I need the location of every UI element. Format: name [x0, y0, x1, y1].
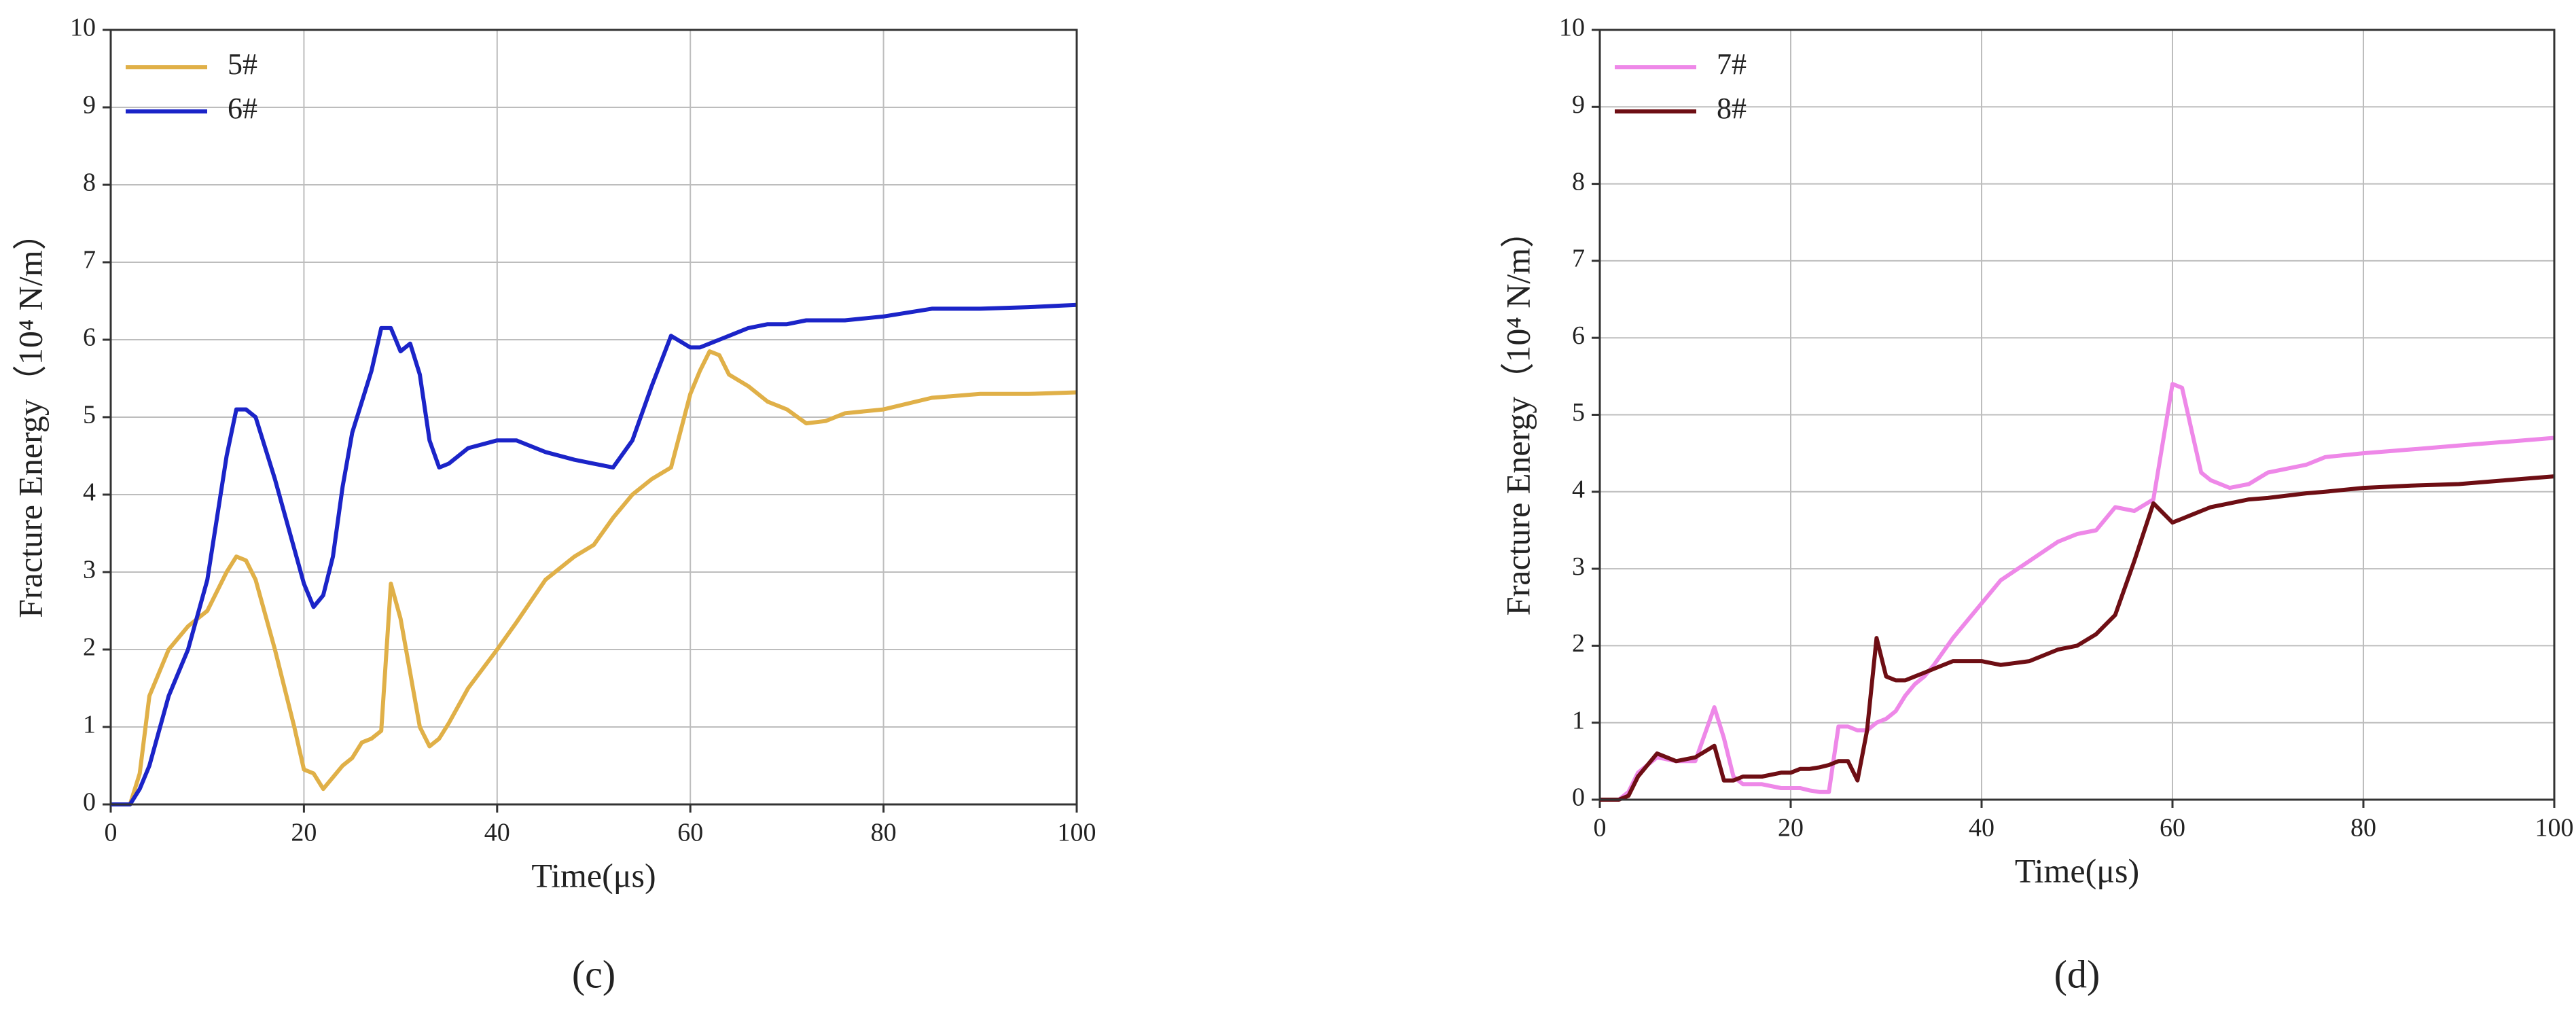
- y-tick-label: 10: [1559, 14, 1585, 42]
- y-tick-label: 1: [83, 711, 96, 739]
- x-tick-label: 20: [291, 819, 317, 847]
- y-tick-label: 10: [70, 14, 96, 42]
- plot-frame: [109, 29, 1078, 806]
- y-tick-label: 4: [83, 478, 96, 507]
- y-tick-label: 6: [1572, 321, 1585, 350]
- x-axis-label: Time(μs): [2015, 851, 2139, 889]
- series-line: [1600, 382, 2555, 802]
- y-tick-label: 9: [1572, 90, 1585, 119]
- y-axis-label: Fracture Energy（10⁴ N/m）: [1499, 214, 1537, 616]
- y-tick-label: 2: [83, 633, 96, 662]
- legend-label: 6#: [228, 92, 257, 125]
- x-tick-label: 80: [2350, 814, 2376, 842]
- x-tick-label: 20: [1778, 814, 1804, 842]
- y-tick-label: 0: [83, 788, 96, 817]
- x-tick-label: 40: [1969, 814, 1994, 842]
- legend-label: 8#: [1717, 92, 1747, 125]
- y-tick-label: 5: [1572, 398, 1585, 427]
- y-tick-label: 8: [1572, 167, 1585, 196]
- x-tick-label: 100: [1058, 819, 1096, 847]
- legend-label: 5#: [228, 48, 257, 81]
- chart-panel: 0 20 40 60 80 100 0 1 2 3 4 5 6 7 8 9 10 5# 6# Time(μs) Frac…: [11, 14, 1096, 997]
- y-tick-label: 5: [83, 401, 96, 429]
- y-tick-label: 7: [83, 246, 96, 274]
- plot-frame: [1598, 29, 2556, 801]
- y-tick-label: 2: [1572, 629, 1585, 658]
- y-tick-label: 3: [1572, 552, 1585, 581]
- y-axis-label: Fracture Energy（10⁴ N/m）: [11, 216, 49, 618]
- caption: (d): [2054, 952, 2100, 996]
- x-tick-label: 80: [871, 819, 897, 847]
- y-tick-label: 8: [83, 168, 96, 197]
- x-tick-label: 60: [677, 819, 703, 847]
- y-tick-label: 0: [1572, 783, 1585, 812]
- chart-panel: 0 20 40 60 80 100 0 1 2 3 4 5 6 7 8 9 10 7# 8# Time(μs) Frac…: [1499, 14, 2573, 997]
- x-tick-label: 40: [484, 819, 510, 847]
- x-tick-label: 0: [105, 819, 118, 847]
- y-tick-label: 1: [1572, 706, 1585, 734]
- x-axis-label: Time(μs): [531, 856, 656, 894]
- y-tick-label: 9: [83, 91, 96, 120]
- y-tick-label: 4: [1572, 476, 1585, 504]
- series-line: [111, 302, 1077, 806]
- caption: (c): [572, 952, 615, 996]
- series-line: [1600, 474, 2555, 802]
- series-line: [111, 349, 1077, 806]
- y-tick-label: 7: [1572, 245, 1585, 273]
- x-tick-label: 60: [2160, 814, 2185, 842]
- y-tick-label: 3: [83, 556, 96, 584]
- y-tick-label: 6: [83, 323, 96, 352]
- legend-label: 7#: [1717, 48, 1747, 81]
- x-tick-label: 0: [1594, 814, 1607, 842]
- x-tick-label: 100: [2535, 814, 2574, 842]
